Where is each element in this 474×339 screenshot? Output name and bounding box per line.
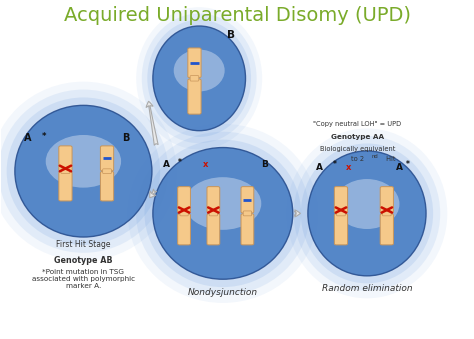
Text: *: * <box>178 158 182 166</box>
FancyBboxPatch shape <box>241 214 254 245</box>
Text: B: B <box>122 134 129 143</box>
Text: *: * <box>406 160 410 169</box>
Ellipse shape <box>153 147 293 279</box>
FancyBboxPatch shape <box>103 169 111 174</box>
Text: Nondysjunction: Nondysjunction <box>188 288 258 297</box>
Ellipse shape <box>7 97 160 245</box>
FancyBboxPatch shape <box>100 172 114 201</box>
FancyBboxPatch shape <box>61 169 70 174</box>
Ellipse shape <box>15 105 152 237</box>
Ellipse shape <box>128 124 318 303</box>
Text: Random elimination: Random elimination <box>322 284 412 293</box>
FancyBboxPatch shape <box>178 187 191 213</box>
Text: nd: nd <box>372 154 378 159</box>
Ellipse shape <box>153 26 246 131</box>
Ellipse shape <box>0 82 177 261</box>
FancyBboxPatch shape <box>59 146 72 171</box>
Text: A: A <box>24 134 31 143</box>
Ellipse shape <box>142 14 256 143</box>
FancyBboxPatch shape <box>380 214 393 245</box>
Ellipse shape <box>308 151 426 276</box>
FancyBboxPatch shape <box>188 48 201 78</box>
FancyBboxPatch shape <box>383 211 391 216</box>
Ellipse shape <box>136 132 310 295</box>
Text: A: A <box>396 163 403 172</box>
Text: "Copy neutral LOH" = UPD: "Copy neutral LOH" = UPD <box>313 121 401 126</box>
Ellipse shape <box>308 151 426 276</box>
FancyBboxPatch shape <box>380 187 393 213</box>
Text: *: * <box>42 132 46 141</box>
FancyBboxPatch shape <box>334 214 347 245</box>
Ellipse shape <box>153 26 246 131</box>
Text: x: x <box>203 160 209 169</box>
Ellipse shape <box>287 128 447 298</box>
Text: to 2: to 2 <box>351 156 364 162</box>
Text: A: A <box>316 163 323 172</box>
Text: B: B <box>261 160 267 169</box>
FancyBboxPatch shape <box>243 211 252 216</box>
Ellipse shape <box>136 7 262 149</box>
Ellipse shape <box>147 20 251 137</box>
Text: *Point mutation in TSG
associated with polymorphic
marker A.: *Point mutation in TSG associated with p… <box>32 269 135 289</box>
Ellipse shape <box>153 147 293 279</box>
Ellipse shape <box>294 136 440 291</box>
Text: Acquired Uniparental Disomy (UPD): Acquired Uniparental Disomy (UPD) <box>64 6 410 25</box>
FancyBboxPatch shape <box>59 172 72 201</box>
Text: B: B <box>227 30 235 40</box>
FancyBboxPatch shape <box>334 187 347 213</box>
FancyBboxPatch shape <box>337 211 346 216</box>
FancyBboxPatch shape <box>207 214 220 245</box>
Text: Hit: Hit <box>383 156 395 162</box>
Text: First Hit Stage: First Hit Stage <box>56 240 110 250</box>
Text: Genotype AA: Genotype AA <box>331 134 384 140</box>
Text: Biologically equivalent: Biologically equivalent <box>320 146 395 152</box>
Ellipse shape <box>173 49 225 92</box>
FancyBboxPatch shape <box>209 211 218 216</box>
Text: *: * <box>332 160 337 169</box>
Text: A: A <box>163 160 170 169</box>
FancyBboxPatch shape <box>100 146 114 171</box>
Text: Genotype AB: Genotype AB <box>54 256 113 265</box>
Text: x: x <box>346 163 351 172</box>
FancyBboxPatch shape <box>178 214 191 245</box>
FancyBboxPatch shape <box>241 187 254 213</box>
Ellipse shape <box>301 143 433 283</box>
Ellipse shape <box>15 105 152 237</box>
FancyBboxPatch shape <box>180 211 188 216</box>
Ellipse shape <box>0 89 168 253</box>
Ellipse shape <box>46 135 121 188</box>
FancyBboxPatch shape <box>188 79 201 114</box>
Ellipse shape <box>145 140 301 287</box>
Ellipse shape <box>335 179 400 229</box>
FancyBboxPatch shape <box>207 187 220 213</box>
Ellipse shape <box>184 177 261 230</box>
FancyBboxPatch shape <box>190 76 199 81</box>
